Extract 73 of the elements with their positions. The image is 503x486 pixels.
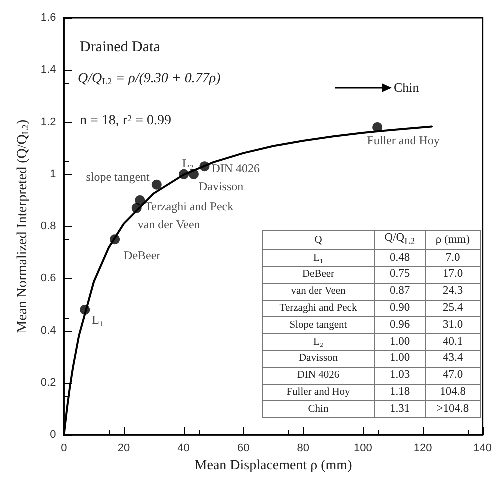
y-tick-label: 1 [50,168,56,180]
annotation: Chin [394,80,420,95]
annotation: Chin [262,400,374,418]
annotation: Fuller and Hoy [262,384,374,401]
annotation: 25.4 [426,300,480,317]
annotation: Q/Q$_{L2}$ [374,230,426,250]
annotation: 17.0 [426,266,480,284]
point [188,169,199,180]
annotation: 0.90 [374,300,426,317]
annotation: ρ (mm) [426,230,480,250]
annotation: Terzaghi and Peck [145,199,234,214]
annotation: slope tangent [86,170,151,184]
x-axis-title: Mean Displacement ρ (mm) [194,458,353,474]
point [152,180,162,190]
annotation: 0.75 [374,266,426,284]
text: Drained Data [80,40,161,56]
annotation: Q [262,230,374,250]
annotation: 47.0 [426,367,480,384]
annotation: 1.03 [374,367,426,384]
annotation: 43.4 [426,350,480,368]
annotation: 1.00 [374,334,426,351]
x-tick-label: 100 [354,442,372,455]
point [132,203,142,214]
annotation: DeBeer [262,266,374,284]
point [200,162,210,172]
annotation: 24.3 [426,283,480,300]
y-tick-label: 0.6 [40,272,56,285]
annotation: Slope tangent [262,316,374,334]
point [80,304,90,315]
annotation: 104.8 [426,384,480,401]
annotation: van der Veen [138,217,200,232]
annotation: Fuller and Hoy [367,133,440,148]
y-tick-label: 0.8 [40,220,56,233]
x-tick-label: 80 [297,442,310,455]
annotation: L₁ [92,312,104,327]
y-tick-label: 0 [50,429,56,442]
annotation: 7.0 [426,250,480,267]
y-tick-label: 0.4 [40,324,56,337]
annotation: 1.18 [374,384,426,401]
annotation: DIN 4026 [262,367,374,384]
x-tick-label: 20 [118,442,130,455]
point [179,169,190,180]
annotation: L₁ [262,250,374,267]
annotation: L₂ [182,156,194,170]
point [372,122,383,132]
annotation: Davisson [198,179,244,194]
y-tick-label: 1.2 [40,116,56,128]
annotation: 0.87 [374,283,426,300]
x-tick-label: 0 [61,442,68,455]
y-tick-label: 1.4 [40,64,56,76]
annotation: 1.00 [374,350,426,368]
x-tick-label: 140 [474,442,492,455]
text: Q/QL2 = ρ/(9.30 + 0.77ρ) [78,72,222,86]
x-tick-label: 40 [178,442,190,455]
annotation: Davisson [262,350,374,368]
x-tick-label: 60 [237,442,250,455]
y-axis-title: Mean Normalized Interpreted (Q/QL2) [16,120,30,334]
annotation: 0.48 [374,250,426,267]
y-tick-label: 1.6 [40,12,56,24]
annotation: 31.0 [426,316,480,334]
annotation: DeBeer [124,248,161,263]
annotation: 0.96 [374,316,426,334]
annotation: 1.31 [374,400,426,418]
point [110,234,120,245]
annotation: Terzaghi and Peck [262,300,374,317]
annotation: 40.1 [426,334,480,351]
annotation: van der Veen [262,283,374,300]
point [135,195,146,206]
y-tick-label: 0.2 [40,376,56,389]
annotation: >104.8 [426,400,480,418]
annotation: DIN 4026 [212,162,260,176]
x-tick-label: 120 [414,442,432,455]
annotation: L₂ [262,334,374,351]
